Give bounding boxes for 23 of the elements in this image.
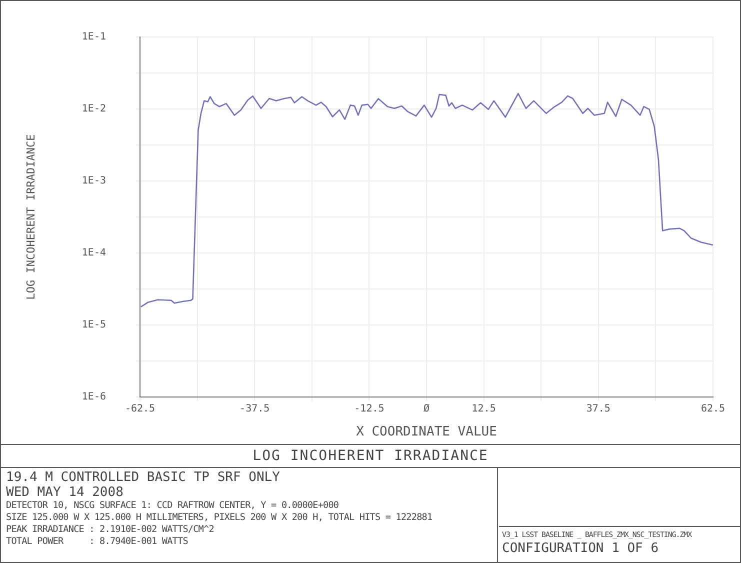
text: PEAK IRRADIANCE : 2.1910E-002 WATTS/CM^2 [6, 524, 215, 536]
x-tick-label: 62.5 [700, 404, 726, 415]
x-tick-label: -62.5 [124, 404, 156, 415]
text: SIZE 125.000 W X 125.000 H MILLIMETERS, PIXELS 200 W X 200 H, TOTAL HITS = 1222881 [6, 512, 434, 524]
text: TOTAL POWER : 8.7940E-001 WATTS [6, 536, 189, 548]
y-tick-label: 1E-6 [82, 392, 106, 403]
text: 19.4 M CONTROLLED BASIC TP SRF ONLY [6, 470, 281, 485]
x-tick-label: -12.5 [354, 404, 384, 415]
x-axis-title: X COORDINATE VALUE [356, 424, 497, 440]
y-axis-title: LOG INCOHERENT IRRADIANCE [24, 134, 38, 300]
y-tick-label: 1E-4 [82, 248, 106, 259]
text: CONFIGURATION 1 OF 6 [502, 541, 660, 556]
text: DETECTOR 10, NSCG SURFACE 1: CCD RAFTROW CENTER, Y = 0.0000E+000 [6, 500, 340, 512]
x-tick-label: Ø [423, 404, 430, 415]
y-tick-label: 1E-5 [82, 320, 106, 331]
y-tick-label: 1E-3 [82, 176, 106, 187]
text: WED MAY 14 2008 [6, 485, 124, 500]
y-tick-label: 1E-2 [82, 104, 106, 115]
x-tick-label: -37.5 [240, 404, 270, 415]
x-tick-label: 37.5 [586, 404, 610, 415]
y-tick-label: 1E-1 [82, 32, 106, 43]
x-tick-label: 12.5 [472, 404, 496, 415]
text: LOG INCOHERENT IRRADIANCE [1, 444, 740, 468]
